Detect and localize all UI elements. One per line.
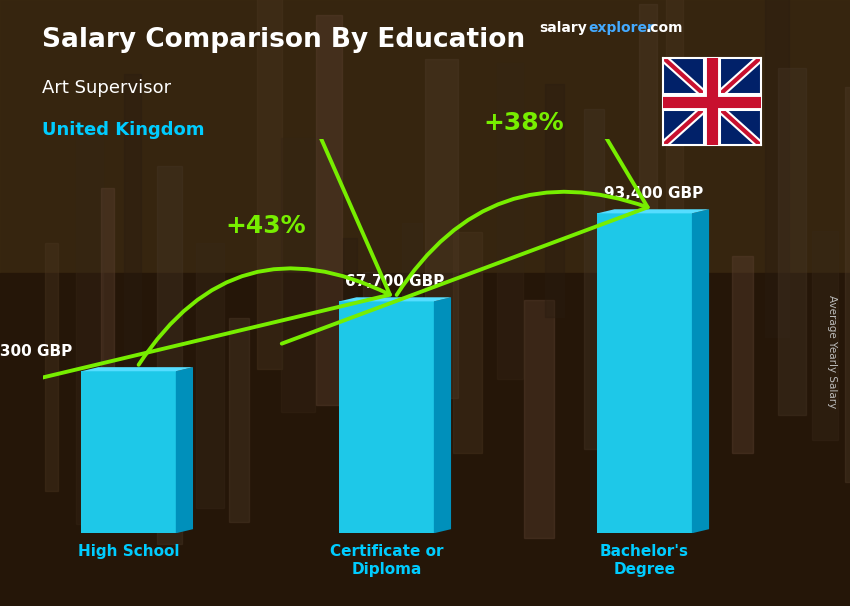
Text: 67,700 GBP: 67,700 GBP	[345, 275, 445, 290]
Bar	[765, 0, 789, 337]
Bar	[316, 15, 342, 405]
Text: Average Yearly Salary: Average Yearly Salary	[827, 295, 837, 408]
Bar	[100, 188, 114, 423]
Polygon shape	[339, 298, 451, 301]
Bar	[497, 62, 524, 379]
Bar	[585, 109, 604, 450]
Bar	[666, 0, 683, 422]
Text: +43%: +43%	[226, 215, 307, 238]
FancyArrowPatch shape	[10, 0, 390, 385]
Polygon shape	[434, 298, 451, 533]
Bar	[339, 301, 434, 533]
Bar	[638, 4, 657, 328]
Bar	[524, 301, 553, 538]
Bar	[545, 84, 564, 317]
Bar	[124, 74, 141, 413]
Bar	[156, 166, 182, 544]
Bar	[343, 238, 357, 475]
Text: 93,400 GBP: 93,400 GBP	[604, 187, 703, 201]
Bar	[453, 232, 482, 453]
Bar	[598, 213, 692, 533]
Text: explorer: explorer	[588, 21, 654, 35]
Bar	[82, 371, 176, 533]
FancyArrowPatch shape	[281, 0, 648, 344]
Text: Salary Comparison By Education: Salary Comparison By Education	[42, 27, 525, 53]
Polygon shape	[692, 209, 709, 533]
Bar	[76, 126, 104, 524]
Bar	[196, 244, 224, 508]
Bar	[402, 223, 422, 494]
Text: 47,300 GBP: 47,300 GBP	[0, 344, 72, 359]
Bar	[363, 271, 380, 478]
Text: salary: salary	[540, 21, 587, 35]
Bar	[732, 256, 753, 453]
Bar	[281, 138, 314, 411]
Bar	[229, 318, 249, 522]
Polygon shape	[598, 209, 709, 213]
Text: +38%: +38%	[484, 111, 564, 135]
Text: .com: .com	[646, 21, 683, 35]
Bar	[615, 239, 638, 485]
Bar	[257, 0, 282, 368]
Bar	[45, 243, 58, 491]
Bar	[0, 0, 850, 273]
Polygon shape	[82, 367, 193, 371]
Bar	[690, 185, 704, 393]
Bar	[0, 273, 850, 606]
Bar	[425, 59, 458, 398]
Text: Art Supervisor: Art Supervisor	[42, 79, 172, 97]
Polygon shape	[176, 367, 193, 533]
Text: United Kingdom: United Kingdom	[42, 121, 205, 139]
Bar	[812, 231, 838, 440]
Bar	[778, 68, 806, 415]
Bar	[845, 87, 850, 482]
